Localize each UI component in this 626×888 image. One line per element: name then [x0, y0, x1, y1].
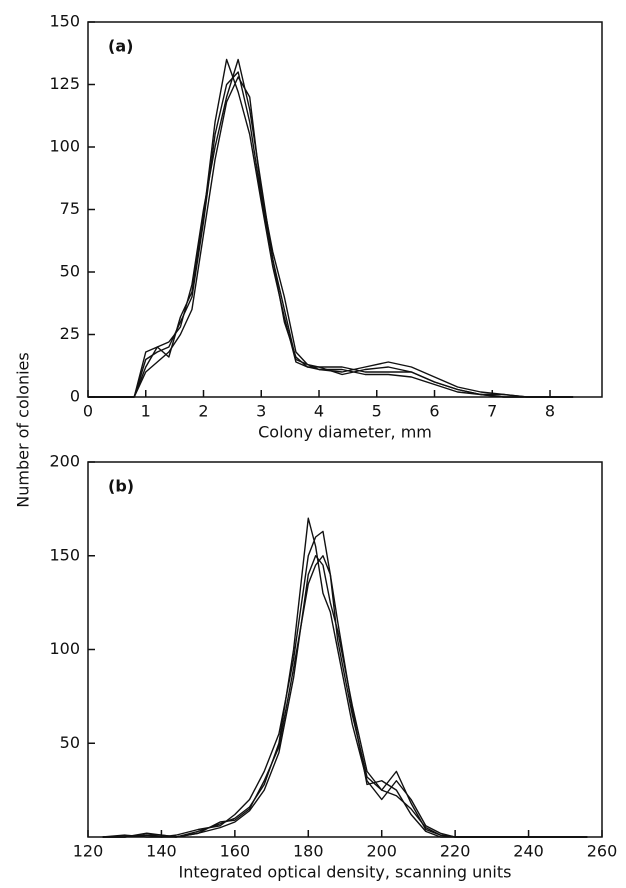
- x-tick-label: 5: [372, 402, 382, 421]
- x-tick-label: 7: [487, 402, 497, 421]
- series-line: [88, 58, 574, 398]
- x-tick-label: 8: [545, 402, 555, 421]
- series-line: [88, 76, 574, 398]
- x-tick-label: 4: [314, 402, 324, 421]
- x-tick-label: 220: [440, 842, 471, 861]
- x-tick-label: 240: [513, 842, 544, 861]
- panel-label: (b): [108, 477, 134, 496]
- y-tick-label: 25: [60, 324, 80, 343]
- x-tick-label: 2: [198, 402, 208, 421]
- series-line: [88, 71, 574, 398]
- x-tick-label: 0: [83, 402, 93, 421]
- plot-frame: [87, 461, 603, 838]
- x-tick-label: 160: [220, 842, 251, 861]
- x-axis-label: Colony diameter, mm: [258, 423, 432, 442]
- y-tick-label: 150: [49, 12, 80, 31]
- series-line: [88, 58, 574, 398]
- series-line: [102, 555, 588, 838]
- y-tick-label: 100: [49, 137, 80, 156]
- x-tick-label: 180: [293, 842, 324, 861]
- y-tick-label: 100: [49, 639, 80, 658]
- x-tick-label: 200: [366, 842, 397, 861]
- x-axis-label: Integrated optical density, scanning uni…: [179, 863, 512, 882]
- y-tick-label: 125: [49, 74, 80, 93]
- x-tick-label: 3: [256, 402, 266, 421]
- y-axis-label: Number of colonies: [14, 352, 33, 507]
- x-tick-label: 140: [146, 842, 177, 861]
- x-tick-label: 1: [141, 402, 151, 421]
- plot-frame: [87, 21, 603, 398]
- y-tick-label: 50: [60, 262, 80, 281]
- series-line: [102, 517, 588, 838]
- y-tick-label: 50: [60, 733, 80, 752]
- y-tick-label: 75: [60, 199, 80, 218]
- series-line: [102, 555, 588, 838]
- y-tick-label: 150: [49, 545, 80, 564]
- y-tick-label: 0: [70, 387, 80, 406]
- x-tick-label: 120: [73, 842, 104, 861]
- panel-label: (a): [108, 37, 133, 56]
- x-tick-label: 6: [429, 402, 439, 421]
- series-line: [102, 530, 588, 838]
- x-tick-label: 260: [587, 842, 618, 861]
- y-tick-label: 200: [49, 452, 80, 471]
